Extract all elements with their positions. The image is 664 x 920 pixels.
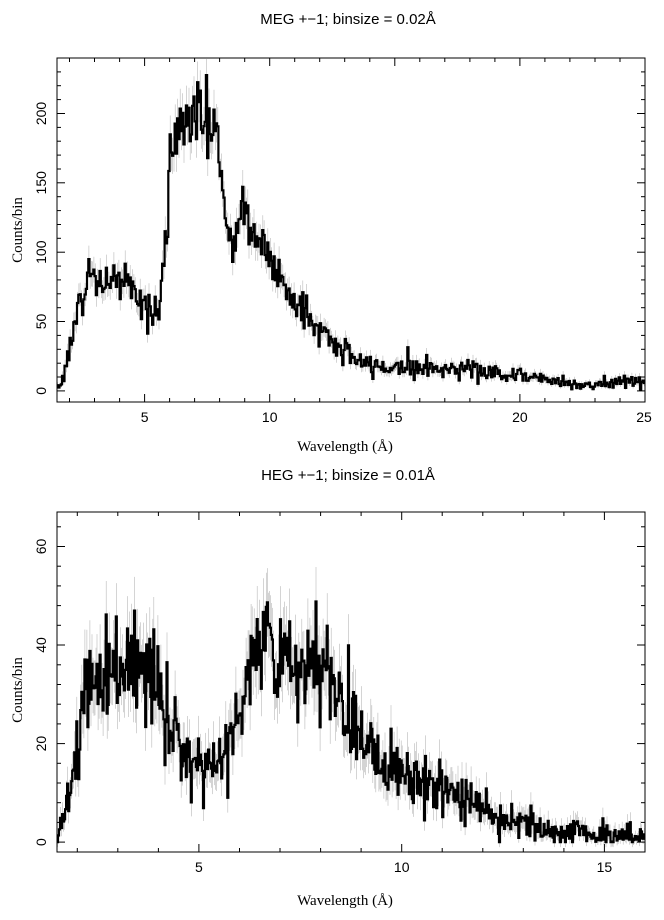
meg-x-tick-label: 20 [512,409,528,425]
heg-axis-ticks [57,512,646,852]
meg-spectrum-line [57,74,645,391]
meg-x-tick-labels: 5 10 15 20 25 [141,409,652,425]
heg-chart-title: HEG +−1; binsize = 0.01Å [261,467,435,484]
heg-y-tick-label: 20 [33,736,49,752]
meg-y-tick-label: 200 [33,102,49,126]
meg-y-tick-labels: 0 50 100 150 200 [33,102,49,395]
heg-x-tick-label: 5 [195,859,203,875]
heg-y-tick-label: 0 [33,838,49,846]
meg-spectrum-panel: MEG +−1; binsize = 0.02Å 5 10 15 20 25 0 50 10… [10,11,652,455]
heg-plot-frame [56,511,646,853]
meg-error-bars [57,59,645,392]
heg-y-axis-label: Counts/bin [10,657,26,723]
meg-x-axis-label: Wavelength (Å) [297,439,393,455]
heg-y-tick-label: 60 [33,539,49,555]
meg-y-tick-label: 50 [33,314,49,330]
meg-axis-ticks [57,57,646,402]
meg-y-axis-label: Counts/bin [10,197,26,263]
meg-x-tick-label: 25 [636,409,652,425]
meg-chart-title: MEG +−1; binsize = 0.02Å [260,11,436,28]
meg-x-tick-label: 15 [387,409,403,425]
heg-x-tick-label: 15 [597,859,613,875]
meg-y-tick-label: 150 [33,171,49,195]
meg-plot-frame [56,57,646,403]
heg-x-tick-labels: 5 10 15 [195,859,612,875]
meg-x-tick-label: 10 [262,409,278,425]
heg-spectrum-panel: HEG +−1; binsize = 0.01Å 5 10 15 0 20 40 60 W… [10,467,646,909]
meg-y-tick-label: 100 [33,240,49,264]
heg-x-tick-label: 10 [394,859,410,875]
heg-y-tick-label: 40 [33,637,49,653]
heg-y-tick-labels: 0 20 40 60 [33,539,49,846]
heg-x-axis-label: Wavelength (Å) [297,893,393,909]
heg-spectrum-line [56,600,646,844]
meg-x-tick-label: 5 [141,409,149,425]
meg-y-tick-label: 0 [33,387,49,395]
